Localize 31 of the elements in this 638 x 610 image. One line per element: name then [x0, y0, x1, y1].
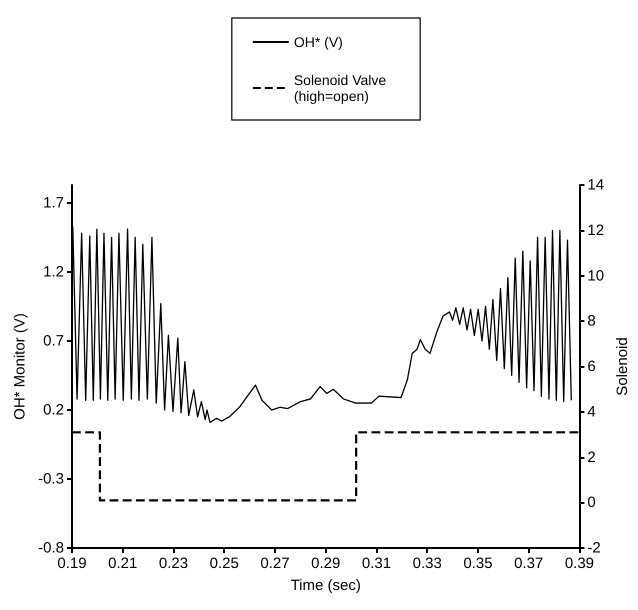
y2-tick-label: 8	[587, 312, 596, 330]
x-tick-label: 0.39	[564, 555, 594, 572]
x-tick-label: 0.27	[260, 555, 290, 572]
y2-axis-title: Solenoid	[614, 337, 631, 396]
y-tick-label: 1.7	[43, 194, 64, 212]
y-tick-label: 0.7	[43, 332, 64, 350]
x-tick-label: 0.31	[362, 555, 392, 572]
y2-tick-label: -2	[587, 540, 601, 556]
y-tick-label: -0.3	[38, 470, 64, 488]
legend-label: OH* (V)	[294, 34, 343, 50]
y-tick-label: 1.2	[43, 263, 64, 280]
x-tick-label: 0.25	[210, 555, 239, 572]
y2-tick-label: 14	[587, 176, 604, 194]
x-tick-label: 0.37	[514, 555, 544, 572]
y2-tick-label: 2	[587, 448, 596, 466]
x-tick-label: 0.21	[108, 555, 138, 572]
y2-tick-label: 4	[587, 403, 596, 420]
x-tick-label: 0.29	[311, 555, 340, 572]
x-tick-label: 0.19	[57, 555, 87, 572]
y-axis-title: OH* Monitor (V)	[11, 313, 28, 420]
y2-tick-label: 0	[587, 494, 596, 512]
x-tick-label: 0.35	[463, 555, 493, 572]
y2-tick-label: 10	[587, 267, 604, 284]
y2-tick-label: 12	[587, 222, 604, 239]
x-tick-label: 0.23	[158, 555, 188, 572]
x-tick-label: 0.33	[412, 555, 442, 572]
legend-label: Solenoid Valve (high=open)	[294, 72, 386, 104]
y2-tick-label: 6	[587, 358, 596, 375]
x-axis-title: Time (sec)	[290, 577, 361, 594]
y-tick-label: 0.2	[43, 401, 64, 418]
y-tick-label: -0.8	[38, 540, 64, 556]
